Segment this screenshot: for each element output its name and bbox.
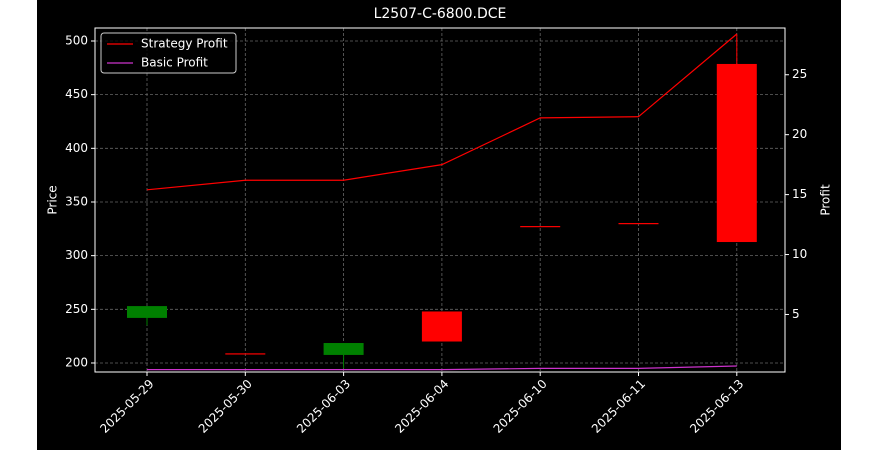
legend-label: Basic Profit [141, 56, 208, 70]
figure-bg [37, 0, 841, 450]
candle-body [520, 226, 561, 228]
y-tick-label: 250 [65, 302, 88, 316]
legend-label: Strategy Profit [141, 37, 228, 51]
y-tick-label: 300 [65, 248, 88, 262]
chart-title: L2507-C-6800.DCE [374, 6, 507, 22]
candle-body [323, 343, 364, 355]
y-tick-label: 500 [65, 33, 88, 47]
plot-frame [94, 27, 786, 373]
profit-line [146, 33, 738, 191]
y2-tick-label: 25 [792, 67, 807, 81]
candle-body [225, 353, 266, 355]
candle-body [127, 306, 167, 318]
y2-tick-label: 10 [792, 247, 807, 261]
legend-box [100, 32, 237, 74]
y-tick-label: 400 [65, 141, 88, 155]
y-tick-label: 350 [65, 194, 88, 208]
candle-body [716, 63, 757, 243]
profit-line [147, 365, 737, 371]
y2-tick-label: 20 [792, 127, 807, 141]
y2-axis-label: Profit [819, 184, 833, 216]
y-axis-label: Price [46, 185, 60, 214]
candle-body [421, 311, 462, 342]
y2-tick-label: 5 [792, 307, 800, 321]
y-tick-label: 200 [65, 355, 88, 369]
y2-tick-label: 15 [792, 187, 807, 201]
candle-body [618, 223, 659, 225]
y-tick-label: 450 [65, 87, 88, 101]
